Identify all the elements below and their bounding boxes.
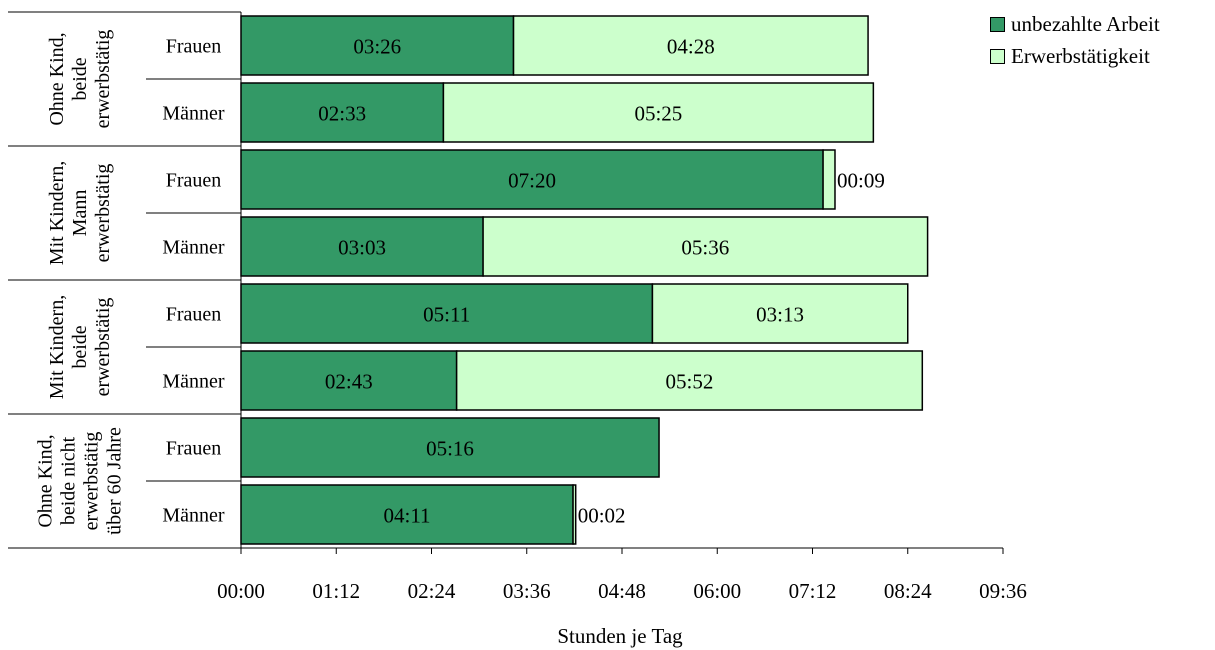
- bar-employment: [482, 216, 929, 277]
- data-label: 02:43: [325, 370, 373, 394]
- data-label: 02:33: [318, 102, 366, 126]
- group-label-line: Ohne Kind,: [46, 32, 68, 125]
- row-label: Frauen: [166, 170, 222, 192]
- x-tick-label: 03:36: [503, 579, 551, 603]
- legend-swatch-employment: [990, 48, 1005, 64]
- x-tick-label: 06:00: [693, 579, 741, 603]
- data-label: 04:11: [383, 504, 430, 528]
- group-label: Ohne Kind,beideerwerbstätig: [46, 30, 114, 129]
- bar-employment: [455, 350, 924, 411]
- bar-employment: [651, 283, 909, 344]
- data-label: 05:36: [681, 236, 729, 260]
- legend-item-employment: Erwerbstätigkeit: [990, 40, 1160, 72]
- group-label-line: beide: [69, 325, 91, 368]
- bar-unpaid-work: [240, 216, 484, 277]
- bar-employment: [572, 484, 577, 545]
- row-label: Frauen: [166, 304, 222, 326]
- x-tick-label: 01:12: [312, 579, 360, 603]
- bars: 03:26 04:28 02:33 05:25 07:20 00:09 03:03 05:36…: [240, 15, 929, 545]
- group-label-line: Mit Kindern,: [46, 295, 68, 399]
- group-label-line: Ohne Kind,: [35, 434, 57, 527]
- data-label: 07:20: [508, 169, 556, 193]
- group-label: Ohne Kind,beide nichterwerbstätigüber 60…: [35, 427, 126, 535]
- group-label-line: beide: [69, 57, 91, 100]
- x-tick-label: 09:36: [979, 579, 1027, 603]
- bar-employment: [822, 149, 836, 210]
- group-label-line: Mit Kindern,: [46, 161, 68, 265]
- legend-item-unpaid: unbezahlte Arbeit: [990, 8, 1160, 40]
- group-label: Mit Kindern,Mannerwerbstätig: [46, 161, 114, 265]
- group-label-line: erwerbstätig: [92, 298, 114, 397]
- group-label: Mit Kindern,beideerwerbstätig: [46, 295, 114, 399]
- group-label-line: erwerbstätig: [81, 432, 103, 531]
- data-label: 03:03: [338, 236, 386, 260]
- row-label: Männer: [162, 371, 225, 393]
- row-label: Männer: [162, 237, 225, 259]
- bar-unpaid-work: [240, 82, 445, 143]
- bar-unpaid-work: [240, 283, 654, 344]
- data-label: 05:25: [634, 102, 682, 126]
- x-tick-label: 02:24: [408, 579, 456, 603]
- group-label-line: erwerbstätig: [92, 30, 114, 129]
- group-label-line: beide nicht: [58, 436, 80, 525]
- data-label: 00:09: [837, 169, 885, 193]
- x-tick-label: 04:48: [598, 579, 646, 603]
- data-label: 05:16: [426, 437, 474, 461]
- x-axis: 00:00 01:12 02:24 03:36 04:48 06:00 07:12 08:24…: [217, 12, 1027, 603]
- x-axis-title: Stunden je Tag: [557, 624, 683, 648]
- bar-employment: [512, 15, 869, 76]
- row-label: Männer: [162, 505, 225, 527]
- row-label: Frauen: [166, 438, 222, 460]
- bar-unpaid-work: [240, 350, 458, 411]
- x-tick-label: 07:12: [789, 579, 837, 603]
- legend: unbezahlte Arbeit Erwerbstätigkeit: [990, 8, 1160, 72]
- x-tick-label: 00:00: [217, 579, 265, 603]
- legend-label-employment: Erwerbstätigkeit: [1011, 44, 1150, 68]
- group-label-line: Mann: [69, 190, 91, 237]
- bar-unpaid-work: [240, 417, 660, 478]
- x-tick-label: 08:24: [884, 579, 932, 603]
- group-label-line: erwerbstätig: [92, 164, 114, 263]
- data-label: 03:26: [353, 35, 401, 59]
- legend-label-unpaid: unbezahlte Arbeit: [1011, 12, 1160, 36]
- row-labels: Frauen Männer Frauen Männer Frauen Männer Frau…: [162, 36, 225, 527]
- category-separators: [8, 11, 241, 549]
- group-label-line: über 60 Jahre: [104, 427, 126, 535]
- data-label: 05:11: [423, 303, 470, 327]
- row-label: Männer: [162, 103, 225, 125]
- bar-unpaid-work: [240, 149, 824, 210]
- data-label: 05:52: [666, 370, 714, 394]
- row-label: Frauen: [166, 36, 222, 58]
- legend-swatch-unpaid: [990, 16, 1005, 32]
- data-label: 00:02: [578, 504, 626, 528]
- data-label: 04:28: [667, 35, 715, 59]
- data-label: 03:13: [756, 303, 804, 327]
- bar-employment: [442, 82, 875, 143]
